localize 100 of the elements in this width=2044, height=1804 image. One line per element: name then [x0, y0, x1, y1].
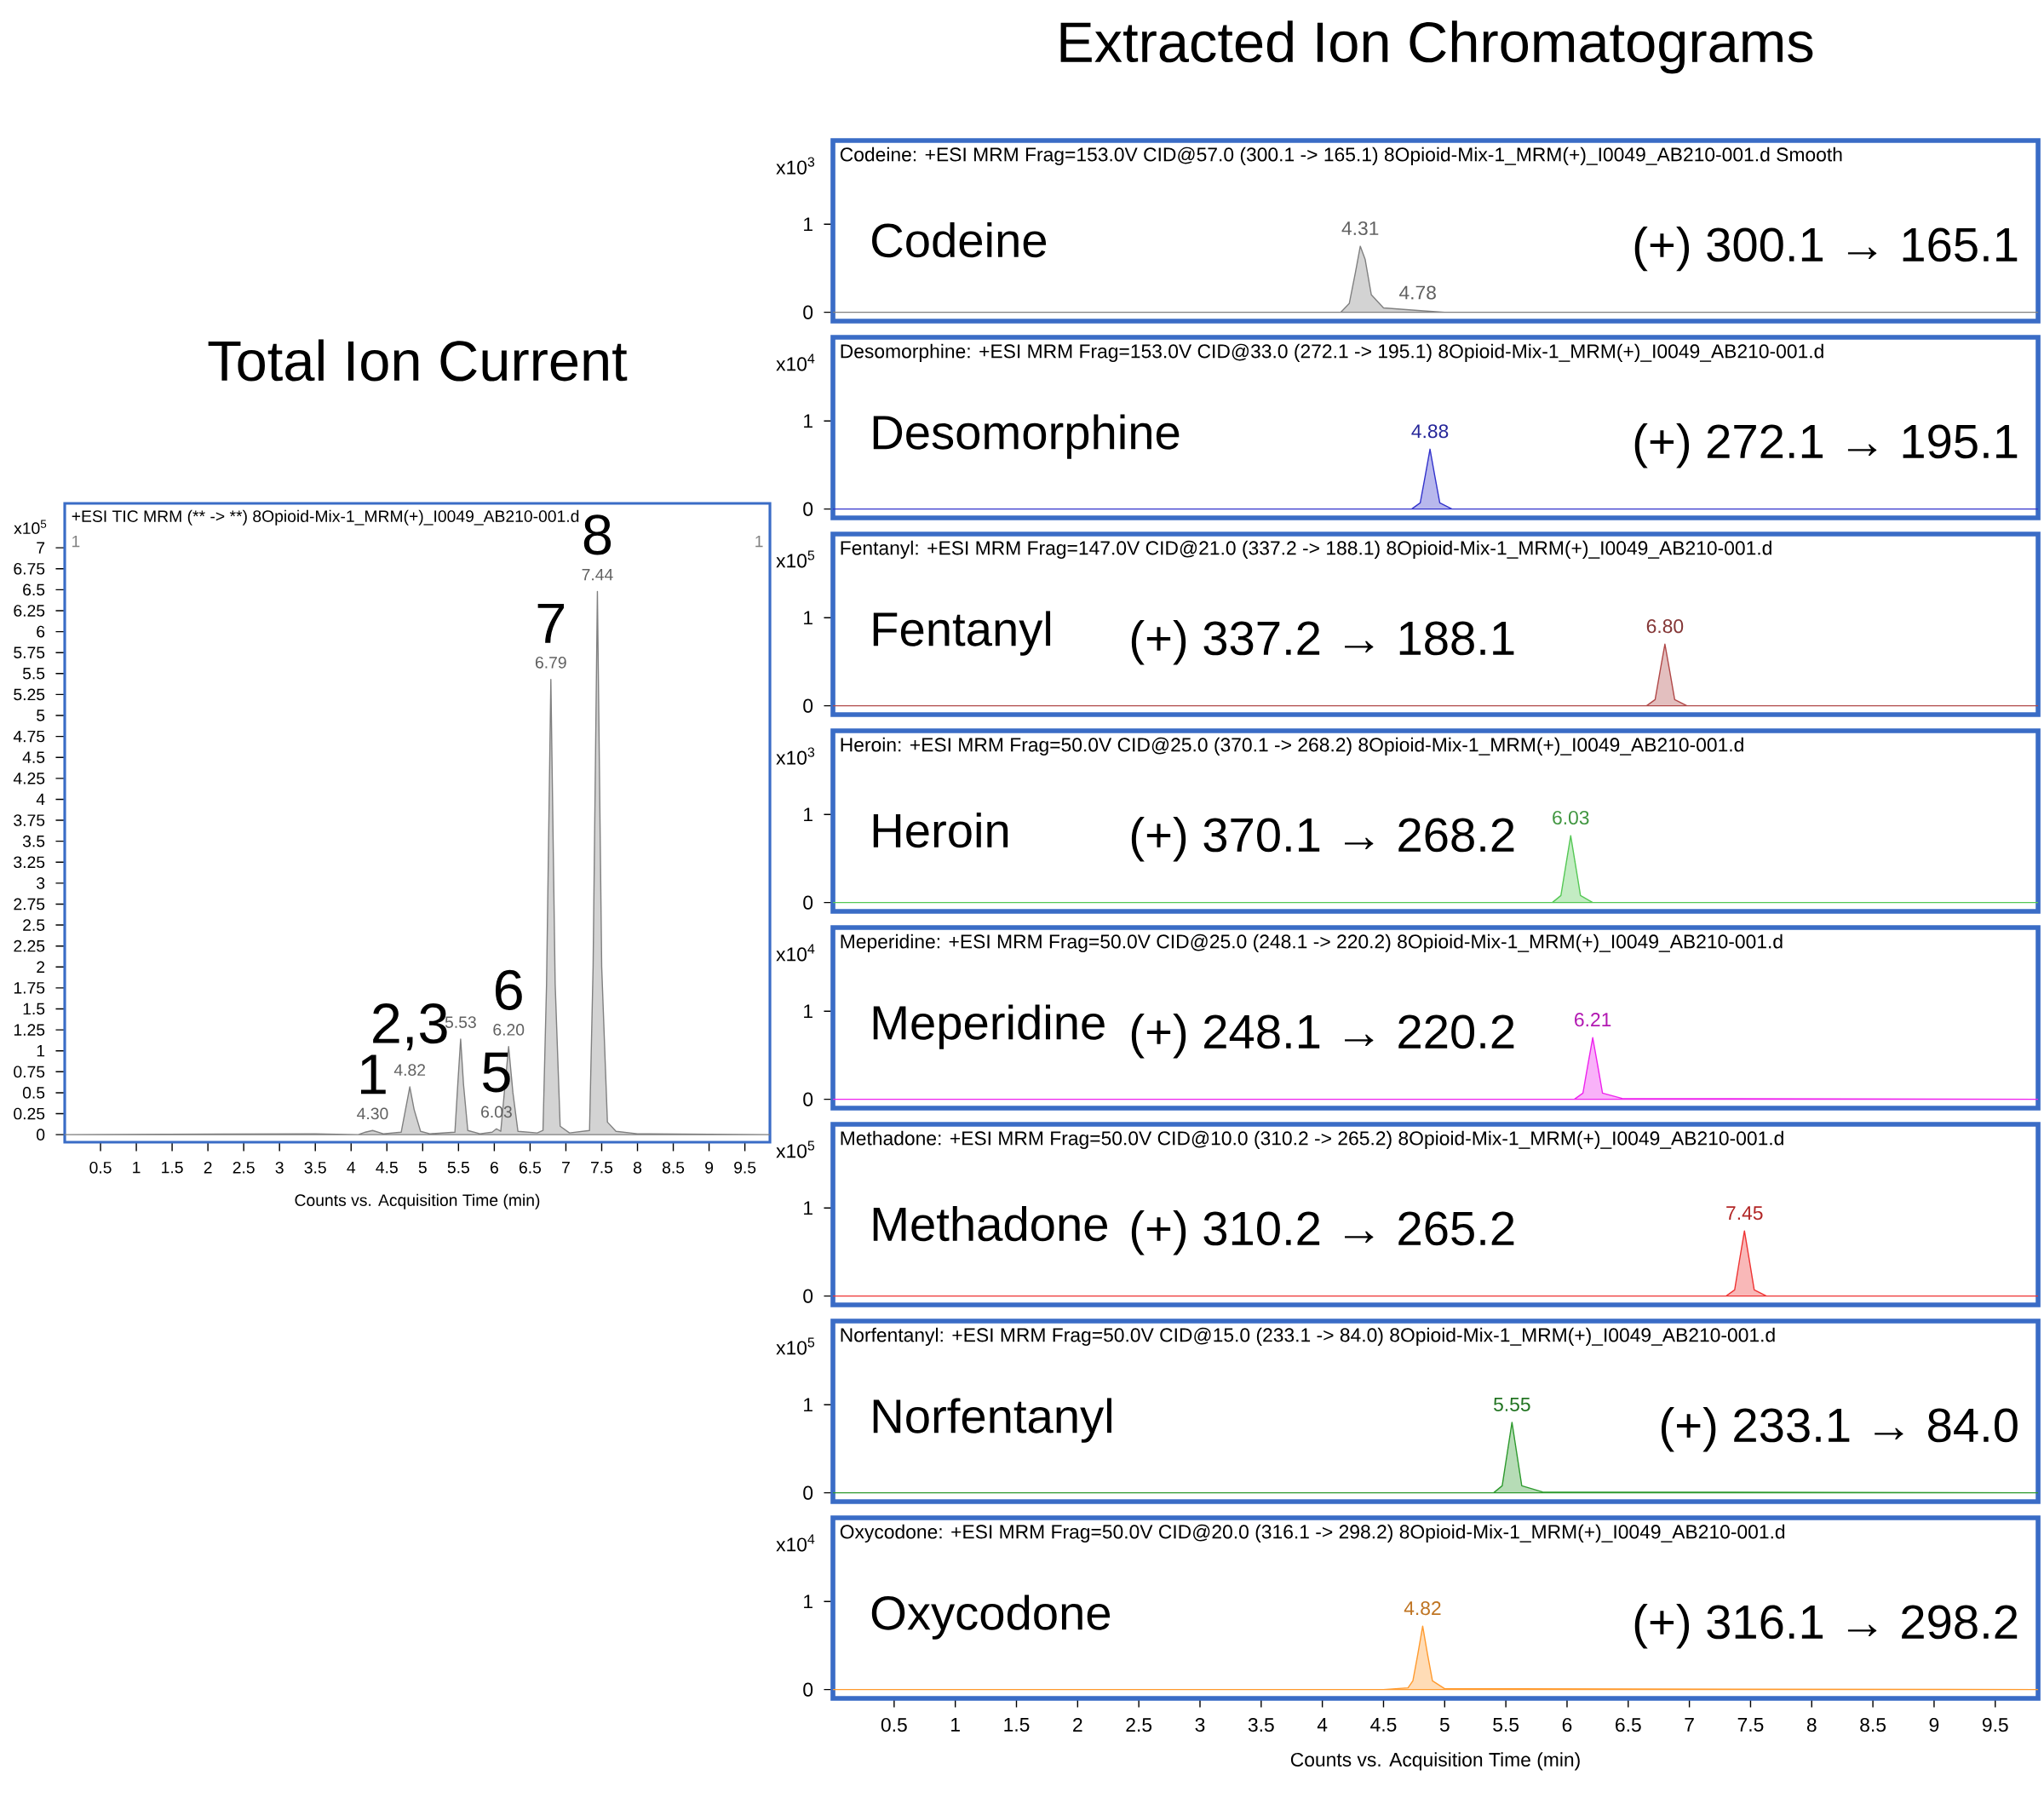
annotation: Meperidine: [873, 1004, 1105, 1049]
x-tick-label: 3.5: [304, 1161, 326, 1174]
x-tick-label: 7.5: [591, 1161, 613, 1174]
x-tick-label: 9: [705, 1161, 714, 1174]
x-tick-label: 2.5: [1126, 1718, 1152, 1732]
y-tick-label: 0: [803, 698, 813, 713]
x-tick-label: 1.5: [1004, 1717, 1030, 1732]
y-tick-label: 0: [803, 1485, 813, 1500]
annotation: 1: [755, 535, 763, 548]
y-tick-label: 4.5: [22, 751, 45, 763]
y-axis-title: x10$^{4}$: [776, 944, 815, 962]
y-axis-title: x10$^{5}$: [14, 520, 47, 535]
annotation: 7.44: [582, 569, 613, 581]
x-tick-label: 8.5: [1860, 1718, 1886, 1732]
y-tick-label: 2: [37, 961, 45, 974]
chart-subtitle: Desomorphine: +ESI MRM Frag=153.0V CID@33.0 (272.1 -> 195.1) 8Opioid-Mix-1_MRM(+)_I0049_AB210-001.d: [841, 343, 1823, 363]
x-tick-label: 6: [491, 1161, 498, 1174]
annotation: Fentanyl: [873, 611, 1051, 656]
x-tick-label: 8: [633, 1161, 642, 1174]
annotation: Norfentanyl: [873, 1398, 1111, 1443]
y-tick-label: 2.75: [14, 898, 45, 911]
y-tick-label: 3.5: [22, 835, 45, 847]
x-tick-label: 4.5: [1370, 1717, 1397, 1732]
annotation: (+) 310.2 → 265.2: [1131, 1210, 1514, 1255]
y-tick-label: 5.25: [14, 688, 45, 701]
annotation: Desomorphine: [873, 414, 1180, 459]
y-tick-label: 1: [37, 1045, 45, 1057]
annotation: Heroin: [873, 812, 1008, 848]
y-tick-label: 1: [804, 611, 812, 625]
annotation: Methadone: [873, 1205, 1108, 1242]
annotation: 6.03: [1553, 810, 1589, 825]
y-tick-label: 5.5: [22, 668, 45, 680]
x-tick-label: 2.5: [233, 1161, 255, 1174]
x-tick-label: 4: [1317, 1717, 1328, 1732]
y-tick-label: 4.25: [13, 772, 45, 784]
y-tick-label: 0: [37, 1129, 45, 1140]
x-tick-label: 6.5: [519, 1161, 542, 1174]
x-tick-label: 8: [1806, 1718, 1817, 1732]
x-tick-label: 2: [1073, 1718, 1082, 1732]
y-tick-label: 0: [803, 1289, 813, 1303]
x-axis-title: Counts vs. Acquisition Time (min): [1290, 1752, 1580, 1771]
x-tick-label: 9.5: [734, 1161, 756, 1174]
x-tick-label: 2: [204, 1161, 212, 1174]
x-tick-label: 0.5: [89, 1161, 112, 1174]
annotation: Codeine: [872, 221, 1047, 258]
x-axis-title: Counts vs. Acquisition Time (min): [295, 1193, 540, 1209]
y-tick-label: 1.25: [14, 1024, 45, 1036]
annotation: 6.20: [493, 1024, 525, 1036]
y-tick-label: 3.75: [14, 814, 45, 826]
x-tick-label: 6.5: [1616, 1718, 1641, 1732]
annotation: (+) 248.1 → 220.2: [1131, 1014, 1514, 1059]
x-tick-label: 5.5: [1493, 1717, 1519, 1732]
annotation: 5.55: [1494, 1398, 1530, 1411]
y-axis-title: x10$^{3}$: [776, 747, 815, 765]
annotation: 4.88: [1411, 424, 1449, 439]
chart-subtitle: Norfentanyl: +ESI MRM Frag=50.0V CID@15.0 (233.1 -> 84.0) 8Opioid-Mix-1_MRM(+)_I0049_AB210-001.d: [841, 1327, 1775, 1347]
x-tick-label: 7.5: [1737, 1717, 1764, 1732]
y-tick-label: 0: [803, 1092, 813, 1106]
y-tick-label: 7: [37, 542, 45, 554]
annotation: 5.53: [445, 1016, 476, 1028]
x-tick-label: 7: [562, 1161, 570, 1174]
y-axis-title: x10$^{3}$: [776, 157, 815, 175]
annotation: 5: [482, 1052, 510, 1093]
annotation: (+) 370.1 → 268.2: [1131, 817, 1514, 862]
y-tick-label: 6.25: [14, 605, 45, 617]
chart-subtitle: Meperidine: +ESI MRM Frag=50.0V CID@25.0 (248.1 -> 220.2) 8Opioid-Mix-1_MRM(+)_I0049_AB210-001.d: [841, 934, 1783, 953]
y-axis-title: x10$^{5}$: [776, 550, 815, 568]
y-tick-label: 0.5: [22, 1087, 45, 1099]
annotation: 6.21: [1575, 1013, 1611, 1027]
chart-subtitle: Oxycodone: +ESI MRM Frag=50.0V CID@20.0 (316.1 -> 298.2) 8Opioid-Mix-1_MRM(+)_I0049_AB210-001.d: [840, 1524, 1785, 1543]
annotation: 2,3: [373, 1003, 447, 1051]
x-tick-label: 3.5: [1248, 1718, 1274, 1732]
y-tick-label: 6.5: [23, 583, 45, 596]
y-tick-label: 1.75: [14, 982, 45, 994]
y-tick-label: 1: [804, 807, 812, 822]
chart-subtitle: Codeine: +ESI MRM Frag=153.0V CID@57.0 (300.1 -> 165.1) 8Opioid-Mix-1_MRM(+)_I0049_AB210-001.d Smooth: [840, 147, 1842, 166]
x-tick-label: 8.5: [662, 1161, 685, 1174]
x-tick-label: 9.5: [1982, 1718, 2008, 1732]
chart-subtitle: +ESI TIC MRM (** -> **) 8Opioid-Mix-1_MRM(+)_I0049_AB210-001.d: [72, 509, 579, 526]
x-tick-label: 6: [1562, 1718, 1572, 1732]
y-tick-label: 3.25: [14, 856, 45, 869]
y-tick-label: 1: [804, 1398, 812, 1412]
annotation: (+) 337.2 → 188.1: [1131, 620, 1514, 665]
x-tick-label: 3: [275, 1161, 284, 1174]
y-tick-label: 2.25: [14, 939, 45, 952]
x-tick-label: 0.5: [881, 1718, 907, 1732]
x-tick-label: 4.5: [376, 1161, 398, 1174]
x-tick-label: 3: [1195, 1718, 1205, 1732]
annotation: (+) 233.1 → 84.0: [1662, 1407, 2018, 1452]
y-tick-label: 5: [37, 710, 45, 721]
chart-subtitle: Heroin: +ESI MRM Frag=50.0V CID@25.0 (370.1 -> 268.2) 8Opioid-Mix-1_MRM(+)_I0049_AB210-001.d: [841, 737, 1743, 756]
annotation: 4.82: [393, 1064, 426, 1077]
y-tick-label: 0: [803, 895, 813, 910]
y-axis-title: x10$^{4}$: [776, 353, 815, 371]
y-tick-label: 4: [36, 793, 45, 806]
annotation: Oxycodone: [871, 1594, 1111, 1640]
annotation: 6: [495, 969, 522, 1010]
y-tick-label: 1: [804, 414, 812, 428]
y-tick-label: 0: [803, 305, 813, 319]
y-tick-label: 6.75: [14, 562, 45, 575]
